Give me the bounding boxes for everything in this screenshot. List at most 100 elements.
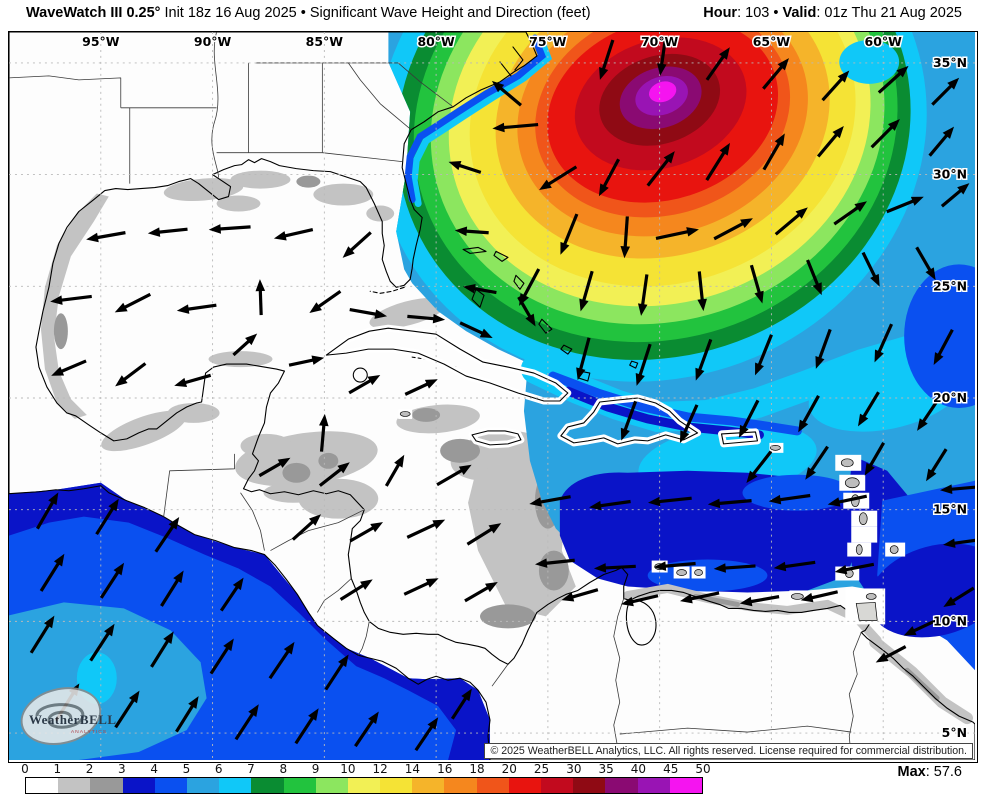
wave-arrow <box>940 183 970 208</box>
wave-arrow <box>403 578 439 596</box>
colorbar-tick: 20 <box>501 762 517 776</box>
colorbar-tick: 18 <box>469 762 485 776</box>
wave-arrow <box>928 126 955 157</box>
wave-arrow <box>39 553 65 592</box>
wave-arrow <box>414 717 439 752</box>
wave-arrow <box>857 391 880 427</box>
wave-arrow <box>874 323 894 363</box>
wave-arrow <box>679 404 699 444</box>
wave-arrow <box>288 355 325 367</box>
wave-arrow <box>349 308 388 319</box>
wave-arrow <box>150 631 174 668</box>
colorbar-tick: 45 <box>663 762 679 776</box>
latlon-labels: 95°W 90°W 85°W 80°W 75°W 70°W 65°W 60°W 35°N 30°N… <box>81 32 969 741</box>
colorbar-segment <box>605 778 638 793</box>
latitude-label: 10°N <box>933 613 967 628</box>
latitude-label: 15°N <box>933 502 967 517</box>
title-rest: Init 18z 16 Aug 2025 • Significant Wave … <box>160 5 591 21</box>
wave-arrow <box>318 462 350 487</box>
wave-arrow <box>209 638 234 675</box>
wave-arrow <box>739 595 780 607</box>
wave-arrow <box>36 492 59 530</box>
wave-arrow <box>886 196 924 214</box>
longitude-label: 65°W <box>753 34 791 49</box>
wave-arrow <box>491 80 522 107</box>
wave-arrow <box>762 133 785 171</box>
latitude-label: 35°N <box>933 55 967 70</box>
wave-arrow <box>208 224 251 234</box>
wave-arrow <box>620 400 638 441</box>
wave-arrow <box>800 590 839 603</box>
wave-arrow <box>680 591 720 604</box>
wave-arrow <box>454 226 489 236</box>
wave-arrow <box>464 581 498 603</box>
map-canvas: 95°W 90°W 85°W 80°W 75°W 70°W 65°W 60°W 35°N 30°N… <box>9 32 975 760</box>
colorbar-tick: 7 <box>247 762 255 776</box>
colorbar-tick: 25 <box>533 762 550 776</box>
longitude-label: 90°W <box>194 34 232 49</box>
wave-arrow <box>637 274 649 316</box>
wave-arrow <box>268 641 295 680</box>
wave-arrow <box>738 399 760 438</box>
wave-arrow <box>774 207 808 236</box>
weatherbell-logo: WeatherBELL ANALYTICS <box>20 687 117 745</box>
colorbar-tick: 4 <box>150 762 158 776</box>
wave-arrow <box>291 514 322 541</box>
wave-arrow <box>598 158 620 197</box>
lesser-antilles <box>398 408 906 625</box>
wave-arrow <box>535 558 575 568</box>
colorbar-tick: 14 <box>404 762 421 776</box>
colorbar-tick: 40 <box>630 762 647 776</box>
max-value: : 57.6 <box>925 764 962 780</box>
wave-arrow <box>576 337 591 381</box>
colorbar-tick: 5 <box>182 762 191 776</box>
logo-text: WeatherBELL <box>29 712 117 727</box>
latitude-label: 30°N <box>933 167 967 182</box>
wave-arrow <box>816 125 844 158</box>
colorbar-segment <box>26 778 59 793</box>
wave-arrow <box>174 373 212 388</box>
colorbar-segment <box>283 778 316 793</box>
wave-arrow <box>348 374 381 395</box>
wave-arrow <box>219 577 244 612</box>
wave-arrow <box>176 303 217 314</box>
wave-arrow <box>695 338 713 381</box>
wave-arrow <box>827 494 868 507</box>
wave-arrow <box>713 218 753 241</box>
chart-title: WaveWatch III 0.25° Init 18z 16 Aug 2025… <box>26 5 591 21</box>
map-container: 95°W 90°W 85°W 80°W 75°W 70°W 65°W 60°W 35°N 30°N… <box>8 31 978 763</box>
wave-arrow <box>653 561 696 571</box>
latitude-label: 5°N <box>942 725 967 740</box>
wave-direction-arrows <box>29 35 975 752</box>
wave-arrow <box>646 151 675 187</box>
colorbar-segment <box>58 778 91 793</box>
wave-arrow <box>436 464 472 487</box>
colorbar-tick: 50 <box>695 762 711 776</box>
colorbar <box>25 777 703 794</box>
wave-arrow <box>599 39 615 80</box>
wave-arrow <box>697 271 707 312</box>
wave-arrow <box>462 284 497 295</box>
wave-arrow <box>798 395 820 433</box>
colorbar-segment <box>186 778 220 793</box>
wave-arrow <box>349 522 384 543</box>
colorbar-tick: 8 <box>279 762 288 776</box>
hour-label: Hour <box>703 5 738 21</box>
model-name: WaveWatch III 0.25° <box>26 5 161 21</box>
wave-arrow <box>746 450 773 483</box>
colorbar-segment <box>90 778 123 793</box>
wave-arrow <box>404 379 438 396</box>
wave-arrow <box>834 562 875 575</box>
colorbar-segment <box>219 778 252 793</box>
wave-arrow <box>406 519 446 539</box>
wave-arrow <box>933 329 954 365</box>
wave-arrow <box>50 294 92 305</box>
header-bar: WaveWatch III 0.25° Init 18z 16 Aug 2025… <box>0 0 984 30</box>
wave-arrow <box>705 142 730 181</box>
wave-arrow <box>915 246 936 281</box>
colorbar-segment <box>412 778 445 793</box>
hurricane-wave-rings <box>388 32 975 423</box>
wave-arrow <box>768 493 811 505</box>
wave-arrow <box>95 498 119 536</box>
wave-arrow <box>940 484 975 494</box>
